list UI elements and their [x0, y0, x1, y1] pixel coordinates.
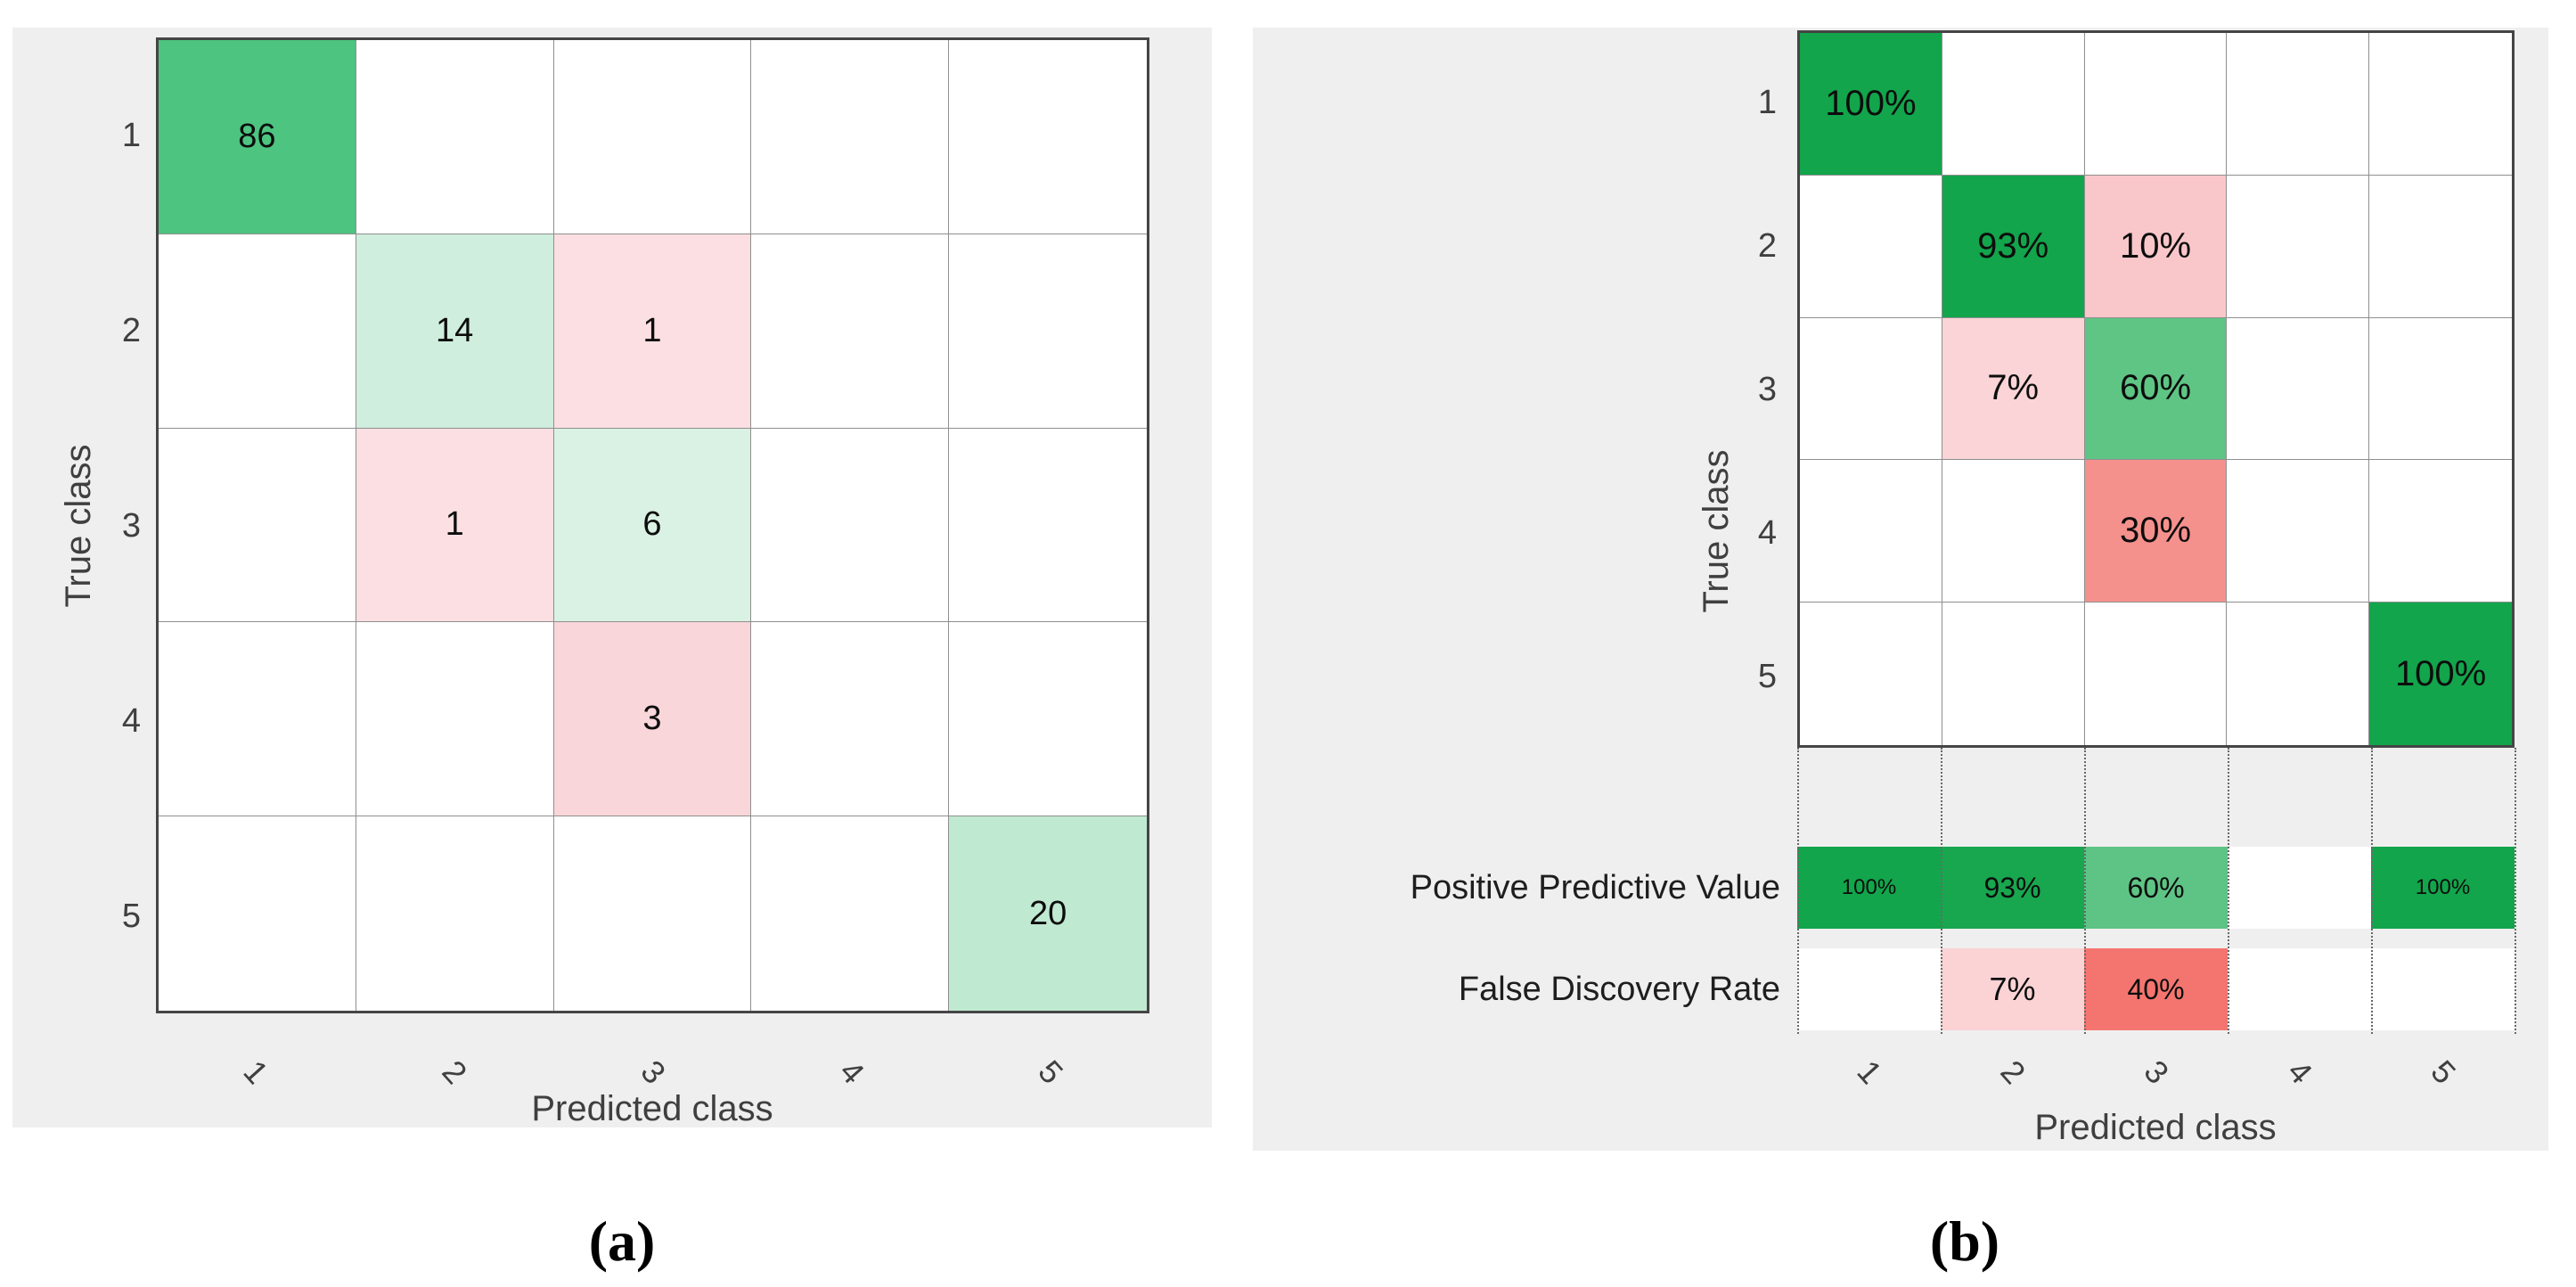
matrix-b-cell-r3c5 [2369, 318, 2512, 461]
matrix-a-cell-r3c3: 6 [553, 428, 752, 623]
matrix-a-cell-r5c5: 20 [949, 816, 1147, 1011]
summary-fdr-cell-c1 [1797, 948, 1941, 1030]
matrix-b-cell-r4c1 [1800, 460, 1942, 603]
matrix-b-cell-r2c3: 10% [2084, 175, 2228, 318]
dotted-separator-line [1941, 748, 1942, 1034]
summary-ppv-cell-c5: 100% [2371, 847, 2515, 929]
matrix-b-cell-r5c3 [2085, 603, 2228, 745]
dotted-separator-line [2228, 748, 2229, 1034]
matrix-b-cell-r5c4 [2227, 603, 2370, 745]
y-tick-b-5: 5 [1757, 657, 1777, 695]
y-tick-b-4: 4 [1757, 513, 1777, 552]
matrix-b-cell-r4c2 [1942, 460, 2085, 603]
matrix-a-cell-r5c4 [751, 816, 950, 1011]
matrix-b-cell-r4c3: 30% [2084, 460, 2228, 603]
matrix-b-cell-r1c3 [2084, 33, 2228, 176]
matrix-b-cell-r2c5 [2369, 176, 2512, 318]
matrix-b-cell-r3c4 [2227, 317, 2370, 461]
dotted-separator-line [2084, 748, 2086, 1034]
matrix-b-cell-r2c1 [1800, 175, 1942, 318]
y-tick-a-4: 4 [121, 701, 141, 740]
dotted-separator-line [2371, 748, 2373, 1034]
confusion-matrix-a: 86 14 1 1 6 3 20 [156, 37, 1149, 1013]
summary-fdr-cell-c3: 40% [2084, 948, 2228, 1030]
summary-fdr-cell-c5 [2371, 948, 2515, 1030]
y-tick-a-2: 2 [121, 311, 141, 349]
matrix-b-cell-r4c4 [2227, 460, 2370, 603]
matrix-a-cell-r2c2: 14 [356, 234, 554, 429]
matrix-a-cell-r2c3: 1 [553, 234, 752, 429]
matrix-a-cell-r3c5 [949, 429, 1147, 623]
matrix-a-cell-r4c1 [159, 622, 356, 817]
y-tick-a-1: 1 [121, 116, 141, 154]
matrix-b-cell-r1c2 [1942, 33, 2085, 176]
matrix-a-cell-r1c4 [751, 40, 950, 234]
y-tick-b-2: 2 [1757, 226, 1777, 265]
summary-fdr-cell-c4 [2228, 948, 2371, 1030]
false-discovery-rate-label: False Discovery Rate [1458, 971, 1780, 1008]
matrix-a-cell-r4c3: 3 [553, 622, 752, 817]
y-tick-a-5: 5 [121, 897, 141, 935]
matrix-a-cell-r3c4 [751, 428, 950, 623]
summary-fdr-cell-c2: 7% [1941, 948, 2084, 1030]
summary-ppv-cell-c4 [2228, 847, 2371, 929]
positive-predictive-value-label: Positive Predictive Value [1410, 869, 1780, 906]
matrix-b-cell-r1c1: 100% [1800, 33, 1942, 176]
caption-b: (b) [1929, 1209, 2000, 1273]
matrix-b-cell-r3c3: 60% [2084, 317, 2228, 461]
matrix-b-cell-r1c4 [2227, 33, 2370, 176]
matrix-a-cell-r3c2: 1 [356, 428, 554, 623]
matrix-b-cell-r1c5 [2369, 33, 2512, 176]
matrix-a-cell-r4c5 [949, 622, 1147, 817]
confusion-matrix-b: 100% 93% 10% 7% 60% 30% 100% [1797, 30, 2515, 748]
matrix-a-cell-r5c1 [159, 816, 356, 1011]
matrix-b-cell-r5c1 [1800, 603, 1942, 745]
matrix-b-cell-r2c4 [2227, 175, 2370, 318]
matrix-b-cell-r3c2: 7% [1942, 317, 2085, 461]
dotted-separator-line [2515, 748, 2516, 1034]
matrix-a-cell-r1c5 [949, 40, 1147, 234]
matrix-a-cell-r5c2 [356, 816, 554, 1011]
matrix-a-cell-r1c1: 86 [159, 40, 356, 234]
y-tick-b-1: 1 [1757, 83, 1777, 121]
summary-ppv-cell-c1: 100% [1797, 847, 1941, 929]
matrix-a-cell-r5c3 [554, 816, 752, 1011]
matrix-a-cell-r2c4 [751, 234, 950, 429]
matrix-a-cell-r2c5 [949, 234, 1147, 429]
matrix-a-cell-r1c3 [553, 40, 752, 234]
summary-ppv-cell-c2: 93% [1941, 847, 2084, 929]
y-tick-b-3: 3 [1757, 370, 1777, 408]
x-axis-label-b: Predicted class [2034, 1108, 2277, 1147]
matrix-a-cell-r1c2 [356, 40, 554, 234]
matrix-b-cell-r5c5: 100% [2369, 603, 2512, 745]
x-axis-label-a: Predicted class [531, 1089, 773, 1128]
matrix-b-cell-r3c1 [1800, 317, 1942, 461]
matrix-b-cell-r5c2 [1942, 603, 2085, 745]
matrix-b-cell-r2c2: 93% [1942, 175, 2085, 318]
y-tick-a-3: 3 [121, 506, 141, 545]
matrix-a-cell-r4c4 [751, 622, 950, 817]
matrix-b-cell-r4c5 [2369, 460, 2512, 603]
matrix-a-cell-r3c1 [159, 428, 356, 623]
matrix-a-cell-r2c1 [159, 234, 356, 429]
matrix-a-cell-r4c2 [356, 622, 554, 817]
caption-a: (a) [588, 1209, 656, 1273]
dotted-separator-line [1797, 748, 1799, 1034]
summary-ppv-cell-c3: 60% [2084, 847, 2228, 929]
